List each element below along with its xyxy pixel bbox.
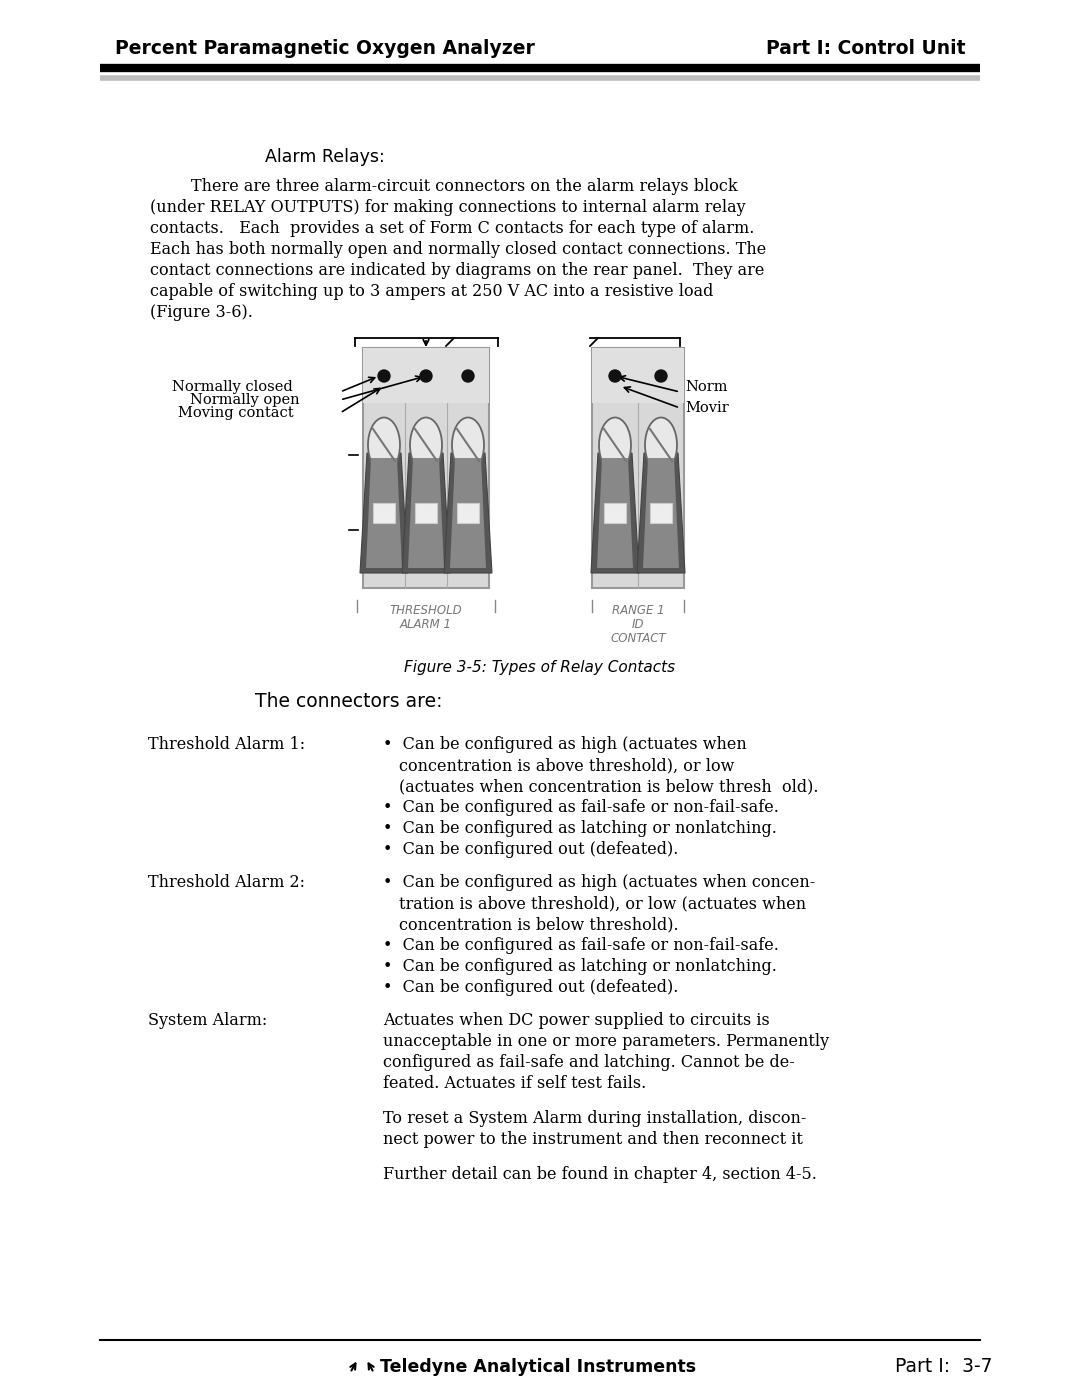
Text: capable of switching up to 3 ampers at 250 V AC into a resistive load: capable of switching up to 3 ampers at 2… bbox=[150, 284, 714, 300]
Polygon shape bbox=[402, 453, 450, 573]
Text: Moving contact: Moving contact bbox=[178, 407, 294, 420]
Bar bbox=[363, 348, 489, 588]
Text: concentration is below threshold).: concentration is below threshold). bbox=[399, 916, 678, 933]
Text: Figure 3-5: Types of Relay Contacts: Figure 3-5: Types of Relay Contacts bbox=[404, 659, 676, 675]
Polygon shape bbox=[408, 458, 444, 569]
Text: RANGE 1: RANGE 1 bbox=[611, 604, 664, 617]
Polygon shape bbox=[637, 453, 685, 573]
Text: Percent Paramagnetic Oxygen Analyzer: Percent Paramagnetic Oxygen Analyzer bbox=[114, 39, 535, 57]
Text: Normally open: Normally open bbox=[190, 393, 299, 407]
Bar bbox=[604, 503, 626, 522]
Text: (under RELAY OUTPUTS) for making connections to internal alarm relay: (under RELAY OUTPUTS) for making connect… bbox=[150, 198, 745, 217]
Text: To reset a System Alarm during installation, discon-: To reset a System Alarm during installat… bbox=[383, 1111, 807, 1127]
Text: tration is above threshold), or low (actuates when: tration is above threshold), or low (act… bbox=[399, 895, 806, 912]
Text: Part I:  3-7: Part I: 3-7 bbox=[895, 1358, 993, 1376]
Text: •  Can be configured as high (actuates when: • Can be configured as high (actuates wh… bbox=[383, 736, 746, 753]
Text: CONTACT: CONTACT bbox=[610, 631, 665, 645]
Text: •  Can be configured as high (actuates when concen-: • Can be configured as high (actuates wh… bbox=[383, 875, 815, 891]
Text: Threshold Alarm 1:: Threshold Alarm 1: bbox=[148, 736, 306, 753]
Text: Normally closed: Normally closed bbox=[172, 380, 293, 394]
Text: Movir: Movir bbox=[685, 401, 729, 415]
Text: Teledyne Analytical Instruments: Teledyne Analytical Instruments bbox=[380, 1358, 697, 1376]
Bar bbox=[638, 348, 684, 402]
Ellipse shape bbox=[368, 418, 400, 472]
Bar bbox=[650, 503, 672, 522]
Text: unacceptable in one or more parameters. Permanently: unacceptable in one or more parameters. … bbox=[383, 1032, 829, 1051]
Text: •  Can be configured as latching or nonlatching.: • Can be configured as latching or nonla… bbox=[383, 958, 777, 975]
Text: •  Can be configured as fail-safe or non-fail-safe.: • Can be configured as fail-safe or non-… bbox=[383, 799, 779, 816]
Polygon shape bbox=[450, 458, 486, 569]
Polygon shape bbox=[643, 458, 679, 569]
Text: Norm: Norm bbox=[685, 380, 728, 394]
Bar bbox=[592, 348, 638, 402]
Polygon shape bbox=[360, 453, 408, 573]
Text: Threshold Alarm 2:: Threshold Alarm 2: bbox=[148, 875, 305, 891]
Circle shape bbox=[654, 370, 667, 381]
Circle shape bbox=[420, 370, 432, 381]
Text: ID: ID bbox=[632, 617, 645, 631]
Text: System Alarm:: System Alarm: bbox=[148, 1011, 267, 1030]
Bar bbox=[447, 348, 489, 402]
Polygon shape bbox=[597, 458, 633, 569]
Text: •  Can be configured as latching or nonlatching.: • Can be configured as latching or nonla… bbox=[383, 820, 777, 837]
Bar bbox=[457, 503, 480, 522]
Ellipse shape bbox=[453, 418, 484, 472]
Ellipse shape bbox=[410, 418, 442, 472]
Text: Further detail can be found in chapter 4, section 4-5.: Further detail can be found in chapter 4… bbox=[383, 1166, 816, 1183]
Text: feated. Actuates if self test fails.: feated. Actuates if self test fails. bbox=[383, 1076, 646, 1092]
Circle shape bbox=[378, 370, 390, 381]
Text: contact connections are indicated by diagrams on the rear panel.  They are: contact connections are indicated by dia… bbox=[150, 263, 765, 279]
Ellipse shape bbox=[599, 418, 631, 472]
Polygon shape bbox=[366, 458, 402, 569]
Text: configured as fail-safe and latching. Cannot be de-: configured as fail-safe and latching. Ca… bbox=[383, 1053, 795, 1071]
Text: Part I: Control Unit: Part I: Control Unit bbox=[766, 39, 966, 57]
Text: concentration is above threshold), or low: concentration is above threshold), or lo… bbox=[399, 757, 734, 774]
Text: THRESHOLD: THRESHOLD bbox=[390, 604, 462, 617]
Polygon shape bbox=[591, 453, 639, 573]
Text: contacts.   Each  provides a set of Form C contacts for each type of alarm.: contacts. Each provides a set of Form C … bbox=[150, 219, 754, 237]
Text: Each has both normally open and normally closed contact connections. The: Each has both normally open and normally… bbox=[150, 242, 766, 258]
Text: Alarm Relays:: Alarm Relays: bbox=[265, 148, 384, 166]
Text: nect power to the instrument and then reconnect it: nect power to the instrument and then re… bbox=[383, 1132, 802, 1148]
Text: There are three alarm-circuit connectors on the alarm relays block: There are three alarm-circuit connectors… bbox=[150, 177, 738, 196]
Bar bbox=[405, 348, 447, 402]
Text: •  Can be configured out (defeated).: • Can be configured out (defeated). bbox=[383, 979, 678, 996]
Text: (actuates when concentration is below thresh  old).: (actuates when concentration is below th… bbox=[399, 778, 819, 795]
Text: ALARM 1: ALARM 1 bbox=[400, 617, 453, 631]
Text: •  Can be configured as fail-safe or non-fail-safe.: • Can be configured as fail-safe or non-… bbox=[383, 937, 779, 954]
Ellipse shape bbox=[645, 418, 677, 472]
Bar bbox=[415, 503, 437, 522]
Bar bbox=[363, 348, 405, 402]
Circle shape bbox=[609, 370, 621, 381]
Text: The connectors are:: The connectors are: bbox=[255, 692, 443, 711]
Circle shape bbox=[462, 370, 474, 381]
Text: •  Can be configured out (defeated).: • Can be configured out (defeated). bbox=[383, 841, 678, 858]
Text: (Figure 3-6).: (Figure 3-6). bbox=[150, 305, 253, 321]
Text: Actuates when DC power supplied to circuits is: Actuates when DC power supplied to circu… bbox=[383, 1011, 770, 1030]
Bar bbox=[592, 348, 684, 588]
Bar bbox=[373, 503, 395, 522]
Polygon shape bbox=[444, 453, 492, 573]
